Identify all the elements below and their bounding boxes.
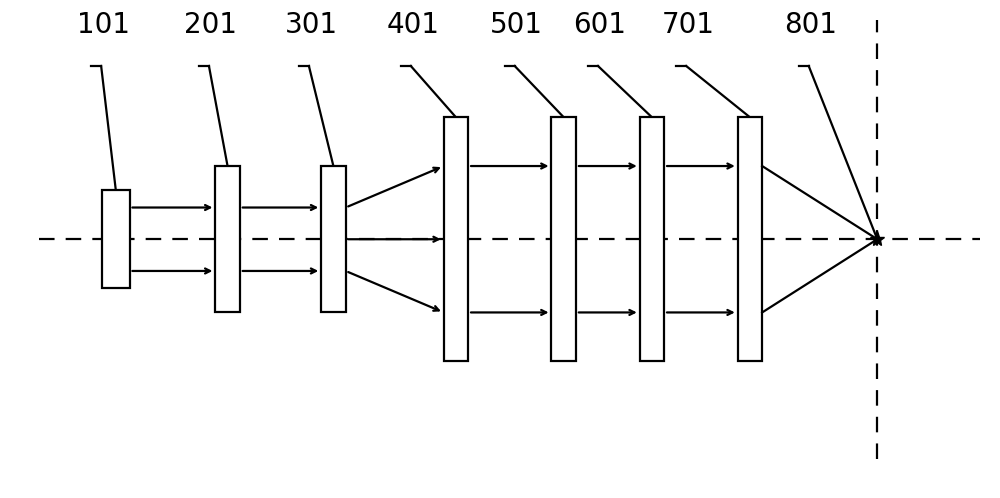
Text: 601: 601 [574,11,626,39]
Text: 401: 401 [386,11,439,39]
Text: 201: 201 [184,11,237,39]
Bar [738,117,762,361]
Text: 301: 301 [284,11,338,39]
Text: 801: 801 [784,11,837,39]
Bar [551,117,576,361]
Bar [444,117,468,361]
Text: 701: 701 [662,11,715,39]
Text: 501: 501 [490,11,543,39]
Bar [640,117,664,361]
Bar [215,166,240,312]
Text: 101: 101 [77,11,130,39]
Bar [321,166,346,312]
Bar [102,190,130,288]
